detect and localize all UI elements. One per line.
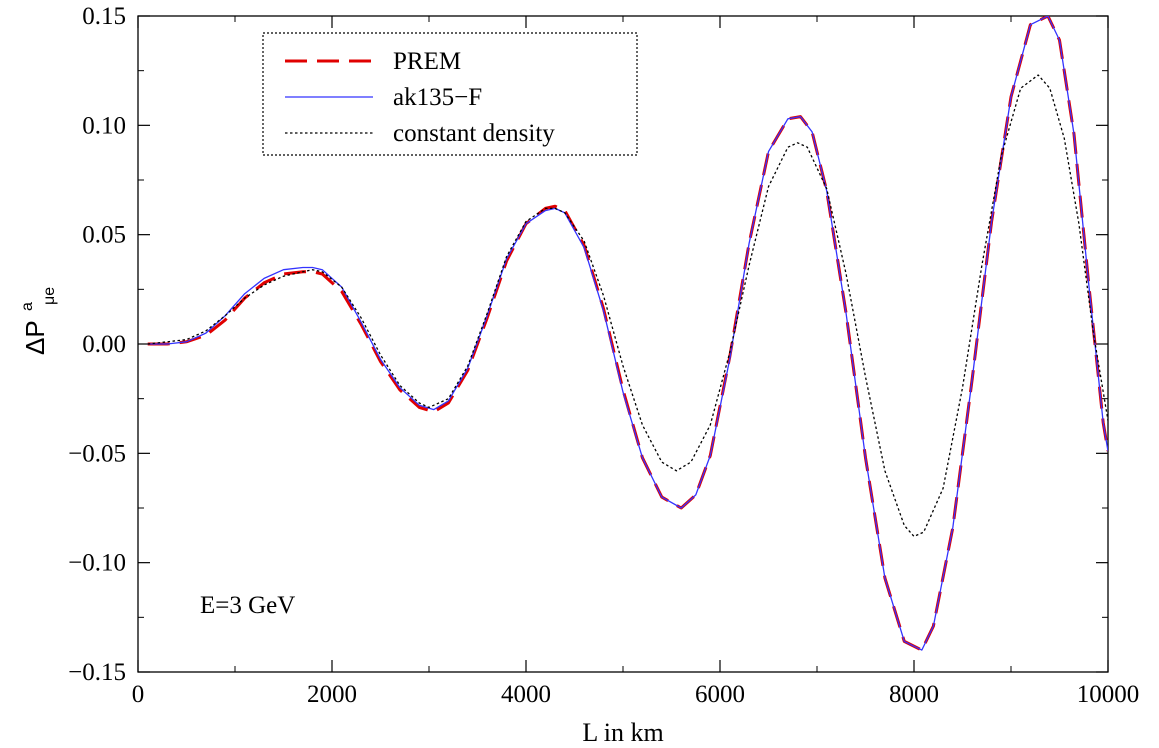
axes: 0 2000 4000 6000 8000 10000 −0.15 −0.10 −0.05 0.0… xyxy=(68,3,1139,708)
y-tick-label: 0.15 xyxy=(82,3,126,30)
x-tick-label: 2000 xyxy=(307,681,357,708)
x-tick-label: 4000 xyxy=(501,681,551,708)
x-tick-label: 8000 xyxy=(889,681,939,708)
y-axis-label-sub: μe xyxy=(41,287,58,305)
y-axis-label-sup: a xyxy=(19,302,36,311)
y-tick-label: −0.15 xyxy=(68,659,126,686)
legend-label: constant density xyxy=(393,120,555,147)
series-group xyxy=(147,16,1108,652)
y-tick-label: 0.10 xyxy=(82,112,126,139)
y-tick-label: −0.05 xyxy=(68,440,126,467)
series-line-ak135-f xyxy=(147,16,1108,651)
y-axis-label: ΔP a μe xyxy=(19,287,58,355)
y-axis-label-main: ΔP xyxy=(20,320,50,355)
x-tick-label: 10000 xyxy=(1077,681,1140,708)
y-tick-label: 0.05 xyxy=(82,222,126,249)
x-axis-label: L in km xyxy=(582,718,663,747)
x-tick-label: 0 xyxy=(132,681,145,708)
energy-annotation: E=3 GeV xyxy=(200,592,295,619)
legend: PREM ak135−F constant density xyxy=(262,32,638,156)
x-tick-label: 6000 xyxy=(695,681,745,708)
y-tick-label: 0.00 xyxy=(82,331,126,358)
y-tick-label: −0.10 xyxy=(68,550,126,577)
legend-label: ak135−F xyxy=(393,84,482,111)
legend-box xyxy=(262,32,638,156)
legend-label: PREM xyxy=(393,48,461,75)
